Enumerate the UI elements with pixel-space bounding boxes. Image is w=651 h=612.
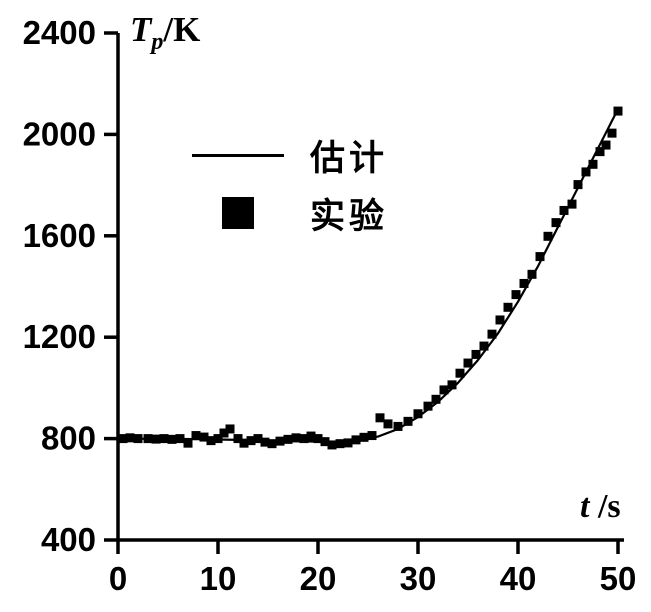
legend: 估计 实验 [188,126,388,242]
y-axis-unit: /K [163,10,201,49]
x-axis-title: t /s [580,488,621,526]
svg-text:2000: 2000 [23,115,96,152]
svg-text:800: 800 [41,420,96,457]
y-axis-variable: T [130,10,152,49]
svg-text:0: 0 [109,560,127,597]
svg-text:400: 400 [41,521,96,558]
legend-item-estimated: 估计 [188,126,388,184]
y-axis-title: Tp/K [130,10,200,56]
legend-label-estimated: 估计 [310,138,389,178]
svg-text:40: 40 [500,560,537,597]
x-axis-variable: t [580,488,590,525]
svg-text:10: 10 [200,560,237,597]
svg-text:2400: 2400 [23,14,96,51]
svg-text:20: 20 [300,560,337,597]
svg-text:50: 50 [600,560,637,597]
x-axis-unit: /s [589,488,621,525]
y-axis-subscript: p [151,29,164,55]
line-symbol [192,153,284,157]
svg-text:1200: 1200 [23,318,96,355]
legend-item-experiment: 实验 [188,184,388,242]
svg-text:1600: 1600 [23,217,96,254]
svg-text:30: 30 [400,560,437,597]
legend-label-experiment: 实验 [310,196,389,236]
square-symbol [222,197,254,229]
